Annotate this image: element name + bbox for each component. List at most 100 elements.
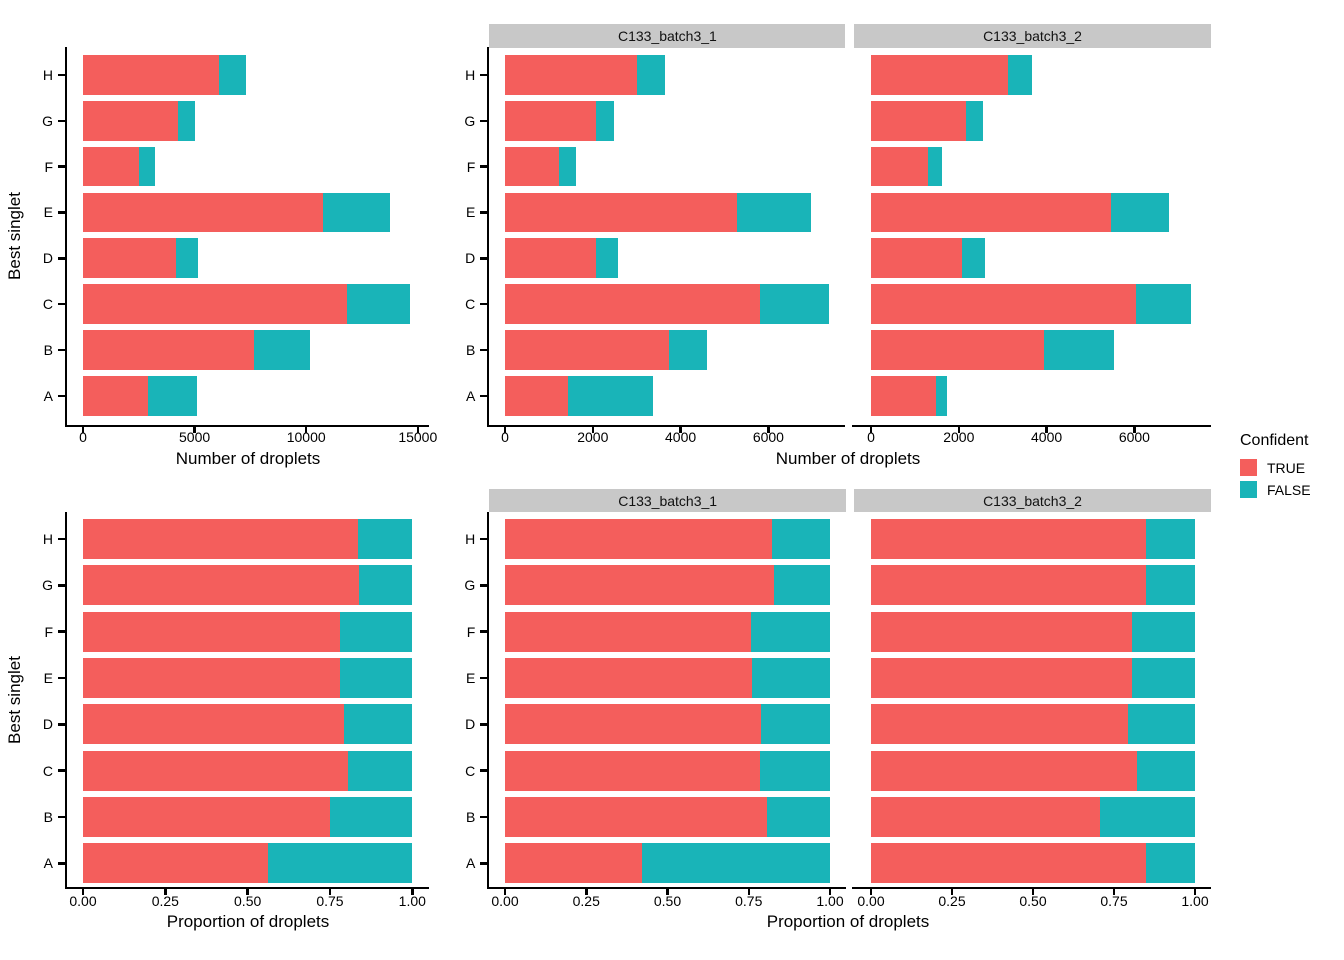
y-category-label: E — [43, 669, 53, 686]
y-category-label: D — [465, 716, 476, 733]
x-axis-title-counts-facets: Number of droplets — [775, 449, 921, 468]
bar-segment-false — [1146, 565, 1195, 606]
bar-segment-false — [766, 796, 830, 837]
bar-segment-true — [871, 565, 1147, 606]
x-tick-label: 0.75 — [1100, 893, 1128, 909]
y-category-label: F — [44, 158, 53, 175]
x-tick-label: 0.00 — [491, 893, 519, 909]
x-tick-mark — [1045, 427, 1048, 433]
bar-segment-false — [177, 100, 196, 141]
y-tick-mark — [58, 723, 65, 726]
bar-segment-true — [871, 843, 1147, 884]
y-tick-mark — [480, 723, 487, 726]
bar-segment-false — [1132, 657, 1195, 698]
x-tick-label: 0 — [79, 429, 87, 445]
x-tick-mark — [957, 427, 961, 433]
bar-segment-true — [871, 796, 1101, 837]
y-category-label: B — [465, 342, 476, 358]
x-tick-label: 0.50 — [1019, 893, 1047, 909]
y-tick-mark — [58, 302, 65, 306]
bar-segment-true — [83, 704, 345, 745]
facet-strip-label: C133_batch3_2 — [983, 28, 1082, 44]
y-category-label: G — [464, 112, 476, 129]
y-tick-mark — [480, 537, 487, 541]
bar-segment-true — [83, 565, 360, 606]
bar-segment-false — [751, 657, 830, 698]
bar-segment-false — [344, 704, 413, 745]
x-tick-label: 4000 — [665, 429, 697, 445]
y-category-label: A — [43, 855, 53, 872]
bar-segment-true — [83, 657, 341, 698]
bar-segment-true — [871, 750, 1138, 791]
y-category-label: H — [465, 531, 476, 547]
y-tick-mark — [58, 630, 65, 633]
x-axis-line — [486, 424, 846, 427]
bar-segment-true — [505, 704, 762, 745]
facet-strip: C133_batch3_1 — [489, 489, 846, 512]
y-tick-mark — [480, 769, 487, 772]
facet-strip-label: C133_batch3_1 — [618, 492, 718, 509]
bar-segment-true — [83, 750, 349, 791]
y-tick-mark — [480, 630, 487, 633]
bar-segment-true — [871, 238, 963, 279]
bar-segment-false — [219, 55, 247, 95]
y-category-label: E — [43, 204, 53, 221]
x-tick-mark — [1193, 889, 1197, 895]
bar-segment-false — [760, 284, 829, 325]
x-tick-mark — [411, 889, 414, 895]
bar-segment-false — [357, 519, 413, 559]
bar-segment-false — [1146, 843, 1195, 884]
x-tick-mark — [679, 427, 682, 433]
x-tick-label: 2000 — [577, 429, 609, 445]
y-tick-mark — [480, 119, 487, 122]
x-tick-mark — [81, 427, 85, 433]
y-tick-mark — [480, 676, 487, 680]
x-tick-label: 10000 — [286, 429, 326, 445]
y-category-label: C — [465, 762, 476, 779]
x-tick-label: 5000 — [179, 429, 211, 445]
y-category-label: B — [43, 808, 53, 825]
x-tick-mark — [503, 427, 507, 433]
y-category-label: H — [465, 66, 476, 83]
bar-segment-true — [83, 330, 255, 370]
y-tick-mark — [58, 584, 65, 587]
y-tick-mark — [480, 394, 487, 398]
x-tick-label: 0 — [501, 429, 509, 445]
x-tick-label: 0.50 — [653, 893, 682, 909]
x-tick-mark — [828, 889, 832, 895]
bar-segment-true — [505, 519, 772, 559]
bar-segment-false — [147, 375, 198, 416]
y-tick-mark — [58, 815, 65, 819]
bar-segment-true — [505, 843, 643, 884]
bar-segment-true — [505, 284, 761, 325]
x-tick-label: 6000 — [752, 429, 784, 445]
x-axis-line — [851, 424, 1211, 427]
y-category-label: G — [42, 112, 53, 129]
y-axis-line — [64, 46, 67, 427]
x-tick-mark — [950, 889, 954, 895]
x-tick-label: 0.25 — [938, 893, 966, 909]
bar-segment-false — [254, 330, 310, 370]
bar-segment-false — [1135, 284, 1192, 325]
bar-segment-true — [83, 55, 220, 95]
y-category-label: F — [44, 623, 53, 640]
bar-segment-true — [83, 611, 340, 652]
bar-segment-true — [505, 375, 568, 416]
y-category-label: C — [42, 762, 53, 779]
y-axis-line — [486, 511, 490, 889]
x-axis-line — [64, 424, 429, 427]
bar-segment-true — [83, 192, 323, 233]
x-tick-mark — [591, 427, 595, 433]
bar-segment-false — [1137, 750, 1195, 791]
y-category-label: D — [465, 250, 476, 267]
bar-segment-false — [636, 55, 666, 95]
x-tick-mark — [503, 889, 507, 895]
facet-strip: C133_batch3_1 — [489, 24, 846, 48]
bar-segment-true — [871, 146, 929, 187]
y-tick-mark — [58, 348, 65, 352]
bar-segment-true — [505, 55, 637, 95]
bar-segment-true — [83, 375, 148, 416]
bar-segment-true — [505, 146, 559, 187]
x-tick-mark — [1112, 889, 1116, 895]
x-tick-mark — [666, 889, 669, 895]
